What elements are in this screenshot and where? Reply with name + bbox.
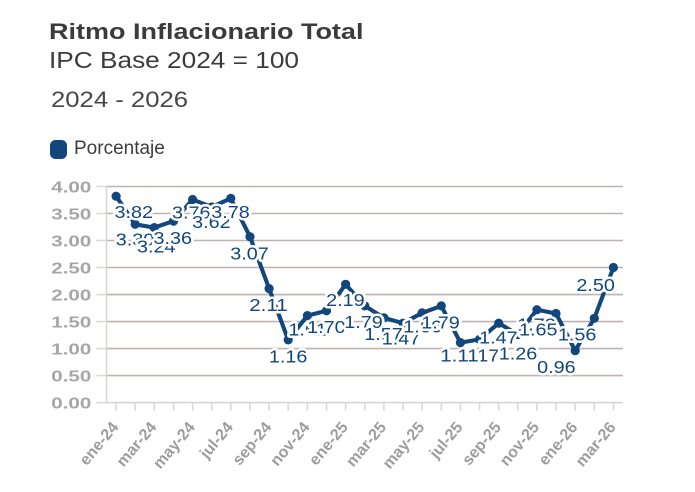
svg-text:1.56: 1.56 (558, 324, 597, 344)
svg-text:mar-26: mar-26 (573, 419, 620, 470)
svg-text:2.50: 2.50 (51, 260, 91, 277)
svg-text:1.66: 1.66 (403, 317, 442, 337)
svg-text:1.47: 1.47 (382, 328, 421, 348)
svg-text:sep-25: sep-25 (459, 419, 505, 469)
svg-text:1.47: 1.47 (479, 328, 518, 348)
svg-text:1.70: 1.70 (307, 317, 346, 337)
svg-text:1.65: 1.65 (519, 320, 558, 340)
svg-text:1.57: 1.57 (364, 324, 403, 344)
svg-text:1.00: 1.00 (51, 342, 91, 359)
svg-text:1.11: 1.11 (440, 345, 479, 365)
svg-text:2.19: 2.19 (326, 290, 365, 310)
svg-text:1.79: 1.79 (421, 312, 460, 332)
svg-text:3.76: 3.76 (172, 203, 211, 223)
svg-text:2.11: 2.11 (249, 295, 288, 315)
svg-text:0.00: 0.00 (51, 396, 91, 413)
svg-text:3.62: 3.62 (192, 212, 231, 232)
svg-text:4.00: 4.00 (51, 179, 91, 196)
svg-text:3.78: 3.78 (211, 202, 250, 222)
svg-text:1.50: 1.50 (51, 315, 91, 332)
svg-text:1.61: 1.61 (288, 320, 327, 340)
svg-text:nov-24: nov-24 (267, 419, 313, 470)
svg-text:sep-24: sep-24 (230, 419, 276, 469)
svg-text:may-24: may-24 (150, 419, 199, 472)
svg-text:0.50: 0.50 (51, 369, 91, 386)
svg-text:3.82: 3.82 (115, 202, 154, 222)
svg-text:1.79: 1.79 (344, 312, 383, 332)
svg-text:1.17: 1.17 (461, 345, 500, 365)
svg-text:2.50: 2.50 (576, 275, 615, 295)
svg-text:3.30: 3.30 (116, 230, 155, 250)
svg-text:2.00: 2.00 (51, 287, 91, 304)
svg-text:0.96: 0.96 (537, 357, 576, 377)
svg-text:1.16: 1.16 (269, 347, 308, 367)
svg-text:3.24: 3.24 (137, 237, 176, 257)
svg-text:3.36: 3.36 (154, 228, 193, 248)
svg-text:may-25: may-25 (380, 419, 429, 472)
svg-text:1.26: 1.26 (499, 343, 538, 363)
svg-text:1.72: 1.72 (517, 315, 556, 335)
svg-text:3.00: 3.00 (51, 233, 91, 250)
svg-text:nov-25: nov-25 (497, 419, 543, 470)
svg-text:3.50: 3.50 (51, 206, 91, 223)
svg-text:3.07: 3.07 (230, 244, 269, 264)
